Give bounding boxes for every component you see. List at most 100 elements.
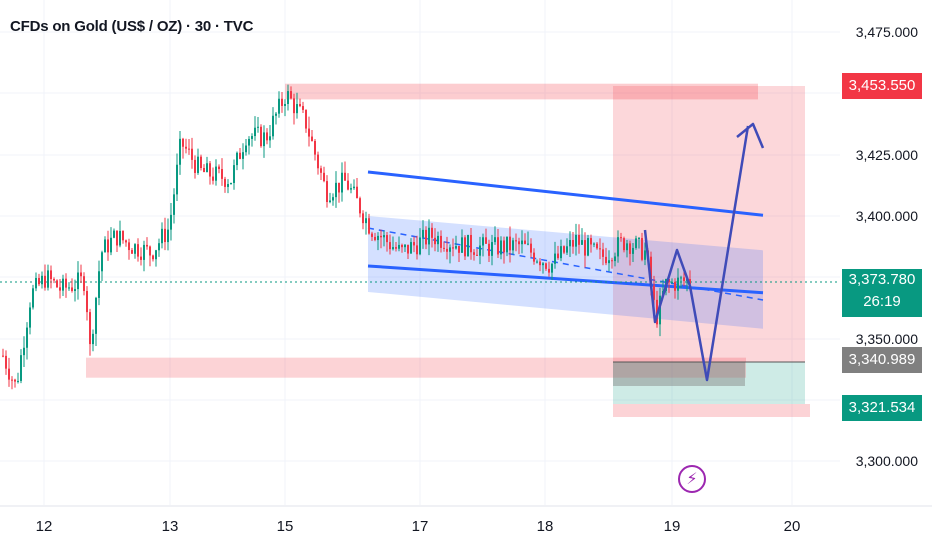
candle-body [101, 252, 103, 272]
candle-body [314, 140, 316, 155]
x-tick-label: 15 [276, 518, 294, 535]
candle-body [503, 240, 505, 253]
candle-body [59, 287, 61, 291]
candle-body [338, 182, 340, 193]
candle-body [317, 154, 319, 169]
candle-body [239, 152, 241, 159]
lightning-icon[interactable]: ⚡ [678, 465, 706, 493]
candle-body [572, 240, 574, 247]
candle-body [335, 182, 337, 198]
candle-body [524, 240, 526, 244]
candle-body [641, 238, 643, 260]
candle-body [257, 126, 259, 128]
candle-body [473, 252, 475, 255]
candle-body [320, 168, 322, 173]
candle-body [623, 238, 625, 251]
candle-body [251, 136, 253, 139]
candle-body [668, 278, 670, 283]
candle-body [149, 246, 151, 256]
candle-body [122, 230, 124, 241]
candle-body [419, 237, 421, 255]
candle-body [626, 243, 628, 251]
candle-body [371, 233, 373, 237]
candle-body [38, 277, 40, 285]
candle-body [170, 214, 172, 230]
candle-body [137, 244, 139, 257]
candle-body [587, 238, 589, 256]
candle-body [35, 277, 37, 289]
candle-body [278, 98, 280, 114]
candle-body [476, 254, 478, 256]
candle-body [152, 255, 154, 260]
candle-body [350, 188, 352, 190]
candle-body [125, 240, 127, 243]
candle-body [539, 261, 541, 266]
candle-body [11, 379, 13, 381]
candle-body [620, 237, 622, 239]
candle-body [227, 184, 229, 187]
candle-body [632, 247, 634, 254]
candle-body [569, 240, 571, 247]
candle-body [398, 244, 400, 249]
candle-body [437, 235, 439, 245]
x-tick-label: 13 [161, 518, 179, 535]
candle-body [533, 252, 535, 262]
candle-body [557, 253, 559, 259]
projection-path [643, 125, 750, 382]
candle-body [584, 240, 586, 256]
candle-body [434, 237, 436, 245]
candle-body [491, 242, 493, 256]
candle-body [566, 246, 568, 253]
candle-body [470, 234, 472, 253]
y-tick-label: 3,300.000 [855, 453, 918, 469]
candle-body [407, 244, 409, 254]
support-overlap-zone [613, 362, 745, 386]
candle-body [449, 247, 451, 252]
candle-body [179, 138, 181, 165]
candle-body [230, 182, 232, 185]
candle-body [20, 355, 22, 381]
candle-body [653, 285, 655, 300]
candle-body [311, 136, 313, 141]
candle-body [509, 236, 511, 251]
candle-body [74, 289, 76, 291]
candle-body [404, 244, 406, 248]
candle-body [392, 247, 394, 250]
candle-body [263, 132, 265, 147]
candle-body [560, 246, 562, 259]
candle-body [512, 240, 514, 251]
y-tick-label: 3,425.000 [855, 147, 918, 163]
candle-body [386, 235, 388, 243]
candle-body [326, 181, 328, 203]
candle-body [344, 172, 346, 181]
candle-body [143, 244, 145, 260]
candle-body [203, 167, 205, 173]
candle-body [446, 248, 448, 252]
candle-body [98, 271, 100, 298]
target-price-badge: 3,321.534 [842, 395, 922, 421]
candle-body [467, 234, 469, 257]
candle-body [287, 91, 289, 104]
candle-body [2, 355, 4, 357]
candle-body [329, 200, 331, 203]
candle-body [269, 136, 271, 141]
candle-body [359, 198, 361, 214]
candle-body [41, 275, 43, 285]
candle-body [14, 379, 16, 382]
candle-body [497, 237, 499, 255]
candle-body [173, 194, 175, 215]
candle-body [131, 250, 133, 254]
candle-body [89, 312, 91, 345]
candle-body [56, 280, 58, 288]
candle-body [635, 238, 637, 248]
candle-body [617, 237, 619, 257]
candle-body [671, 281, 673, 283]
candle-body [215, 166, 217, 181]
candle-body [332, 197, 334, 201]
candle-body [677, 277, 679, 291]
candle-body [176, 164, 178, 195]
candle-body [443, 247, 445, 249]
candle-body [293, 98, 295, 114]
